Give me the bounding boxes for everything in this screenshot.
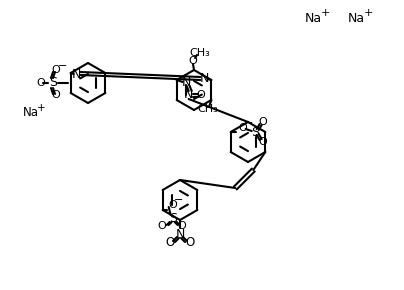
Text: O: O xyxy=(37,78,45,88)
Text: O: O xyxy=(196,90,205,100)
Text: O: O xyxy=(177,221,186,231)
Text: Na: Na xyxy=(305,12,322,24)
Text: Na: Na xyxy=(23,106,39,119)
Text: CH₃: CH₃ xyxy=(197,104,218,114)
Text: N: N xyxy=(175,227,185,240)
Text: S: S xyxy=(169,211,177,224)
Text: O: O xyxy=(52,65,60,75)
Text: +: + xyxy=(37,103,46,113)
Text: N: N xyxy=(72,68,81,81)
Text: N: N xyxy=(182,75,191,88)
Text: CH₃: CH₃ xyxy=(189,48,210,58)
Text: +: + xyxy=(364,8,373,18)
Text: O: O xyxy=(185,235,195,249)
Text: O: O xyxy=(258,117,267,127)
Text: S: S xyxy=(49,77,57,90)
Text: +: + xyxy=(321,8,330,18)
Text: O: O xyxy=(258,137,267,147)
Text: O: O xyxy=(168,200,177,210)
Text: O: O xyxy=(238,123,247,133)
Text: O: O xyxy=(165,235,175,249)
Text: N: N xyxy=(184,88,194,102)
Text: S: S xyxy=(250,126,259,139)
Text: O: O xyxy=(157,221,166,231)
Text: −: − xyxy=(174,195,183,205)
Text: N: N xyxy=(200,72,209,86)
Text: Na: Na xyxy=(348,12,365,24)
Text: −: − xyxy=(244,118,253,128)
Text: O: O xyxy=(52,90,60,100)
Text: −: − xyxy=(58,61,68,71)
Text: O: O xyxy=(189,56,198,66)
